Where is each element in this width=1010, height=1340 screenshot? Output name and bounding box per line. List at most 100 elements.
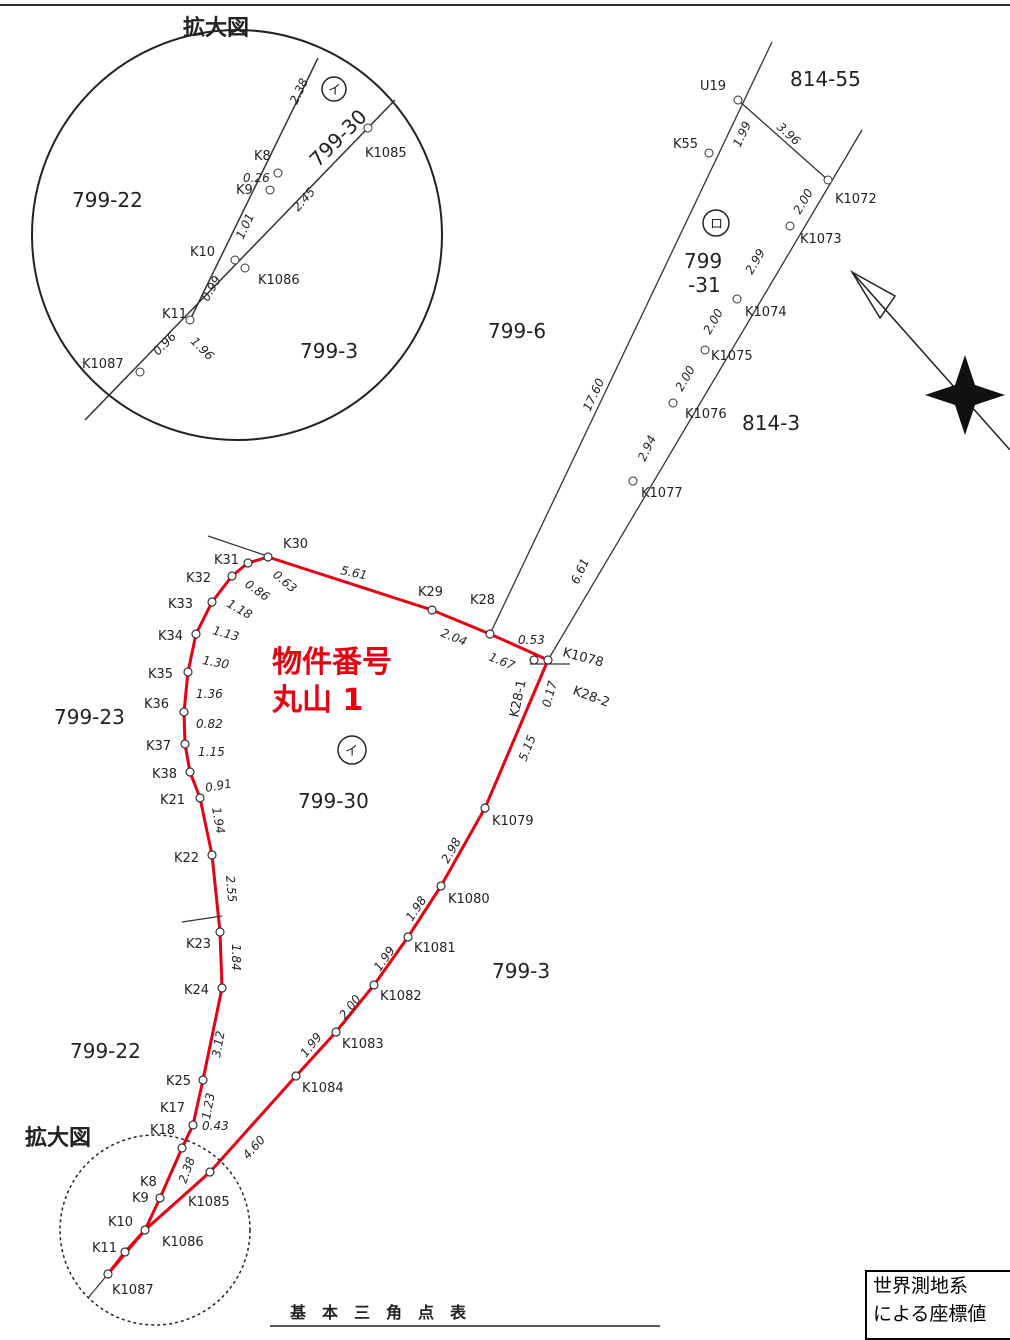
point-k1074 bbox=[732, 294, 742, 304]
label-k8: K8 bbox=[140, 1175, 157, 1190]
label-k10: K10 bbox=[108, 1215, 133, 1230]
point-k1078 bbox=[543, 655, 553, 665]
label-k11: K11 bbox=[92, 1241, 117, 1256]
dist-0-86: 0.86 bbox=[242, 577, 272, 604]
inset-dist-3: 1.01 bbox=[233, 211, 257, 241]
dist-1-99-a: 1.99 bbox=[297, 1030, 324, 1060]
dist-1-30: 1.30 bbox=[201, 653, 230, 671]
point-k31 bbox=[243, 558, 253, 568]
aux-line-k1087 bbox=[87, 1273, 109, 1299]
ro-line-east bbox=[547, 129, 863, 661]
label-k22: K22 bbox=[174, 851, 199, 866]
dist-0-63: 0.63 bbox=[270, 568, 299, 596]
dist-1-36: 1.36 bbox=[196, 687, 223, 701]
parcel-799-3: 799-3 bbox=[492, 959, 550, 983]
inset-boundary-line-a bbox=[189, 57, 319, 321]
label-k1081: K1081 bbox=[414, 941, 456, 956]
point-k11 bbox=[120, 1247, 130, 1257]
dist-4-60: 4.60 bbox=[240, 1133, 269, 1162]
label-k1080: K1080 bbox=[448, 892, 490, 907]
legend-line-1: 世界測地系 bbox=[873, 1275, 969, 1297]
dist-0-43: 0.43 bbox=[202, 1119, 229, 1133]
point-k1077 bbox=[628, 476, 638, 486]
label-k1076: K1076 bbox=[685, 407, 727, 422]
inset-label-k1085: K1085 bbox=[365, 146, 407, 161]
inset-label-k1086: K1086 bbox=[258, 273, 300, 288]
dist-1-67: 1.67 bbox=[487, 650, 517, 673]
label-k1086: K1086 bbox=[162, 1235, 204, 1250]
label-k31: K31 bbox=[214, 553, 239, 568]
dist-6-61: 6.61 bbox=[568, 556, 592, 586]
point-k36 bbox=[179, 707, 189, 717]
point-u19 bbox=[733, 95, 743, 105]
neighbor-parcels: 799-6 799-23 799-22 799-3 814-3 814-55 bbox=[54, 67, 861, 1063]
label-k28: K28 bbox=[470, 593, 495, 608]
point-k1073 bbox=[785, 221, 795, 231]
parcel-799-31-a: 799 bbox=[684, 249, 722, 273]
mark-i: イ bbox=[345, 744, 358, 759]
label-k24: K24 bbox=[184, 983, 209, 998]
dist-5-61: 5.61 bbox=[339, 563, 368, 582]
point-k32 bbox=[227, 571, 237, 581]
point-k1082 bbox=[369, 980, 379, 990]
dist-2-00-c: 2.00 bbox=[672, 363, 698, 393]
inset-mark-i: イ bbox=[328, 83, 341, 98]
point-k33 bbox=[207, 597, 217, 607]
mark-ro: ロ bbox=[710, 217, 723, 232]
point-k1085 bbox=[205, 1167, 215, 1177]
label-k1082: K1082 bbox=[380, 989, 422, 1004]
point-k1084 bbox=[291, 1071, 301, 1081]
point-k1081 bbox=[403, 932, 413, 942]
inset-dist-6: 2.45 bbox=[290, 185, 318, 214]
label-k1077: K1077 bbox=[641, 486, 683, 501]
inset-dist-4: 0.99 bbox=[198, 273, 223, 303]
inset-point-k1085 bbox=[363, 123, 373, 133]
mark-ro-circle bbox=[702, 209, 730, 237]
inset-parcel-799-3: 799-3 bbox=[300, 339, 358, 363]
label-k9: K9 bbox=[132, 1191, 149, 1206]
dist-1-13: 1.13 bbox=[211, 623, 240, 643]
dist-17-60: 17.60 bbox=[580, 376, 607, 413]
point-k35 bbox=[183, 667, 193, 677]
label-k1087: K1087 bbox=[112, 1283, 154, 1298]
property-number-label: 物件番号 bbox=[272, 645, 392, 680]
dist-5-15: 5.15 bbox=[516, 733, 539, 763]
dist-0-53: 0.53 bbox=[518, 633, 545, 647]
label-k1075: K1075 bbox=[711, 349, 753, 364]
label-k1078: K1078 bbox=[561, 645, 605, 670]
inset-point-k11 bbox=[185, 315, 195, 325]
parcel-ro: U19 K55 K1072 K1073 K1074 K1075 K1076 K1… bbox=[489, 41, 877, 661]
point-k30 bbox=[263, 552, 273, 562]
ro-line-north bbox=[737, 99, 829, 181]
label-k38: K38 bbox=[152, 767, 177, 782]
north-star-icon bbox=[925, 355, 1005, 435]
point-k1075 bbox=[700, 345, 710, 355]
dist-3-96: 3.96 bbox=[774, 120, 803, 149]
point-k1076 bbox=[668, 398, 678, 408]
label-k35: K35 bbox=[148, 667, 173, 682]
point-k55 bbox=[704, 148, 714, 158]
legend-line-2: による座標値 bbox=[873, 1303, 987, 1325]
table-heading: 基 本 三 角 点 表 bbox=[289, 1303, 467, 1322]
inset-label-k9: K9 bbox=[236, 183, 253, 198]
point-k34 bbox=[191, 629, 201, 639]
parcel-814-55: 814-55 bbox=[790, 67, 861, 91]
triangulation-table: 基 本 三 角 点 表 bbox=[270, 1303, 660, 1327]
inset-point-k1087 bbox=[135, 367, 145, 377]
inset-point-k10 bbox=[230, 255, 240, 265]
point-k23 bbox=[215, 927, 225, 937]
parcel-799-6: 799-6 bbox=[488, 319, 546, 343]
inset-boundary-line-b bbox=[84, 99, 396, 421]
point-k28 bbox=[485, 629, 495, 639]
parcel-i-points bbox=[103, 552, 553, 1279]
point-k22 bbox=[207, 850, 217, 860]
parcel-i: K30 K31 K32 K33 K34 K35 K36 K37 K38 K21 … bbox=[87, 535, 611, 1299]
dist-2-00-a: 2.00 bbox=[790, 186, 816, 216]
inset-parcel-799-30: 799-30 bbox=[305, 104, 372, 171]
point-k18 bbox=[177, 1143, 187, 1153]
point-k24 bbox=[217, 983, 227, 993]
dist-0-17: 0.17 bbox=[539, 679, 560, 709]
dist-1-15: 1.15 bbox=[198, 745, 225, 759]
point-k17 bbox=[188, 1120, 198, 1130]
